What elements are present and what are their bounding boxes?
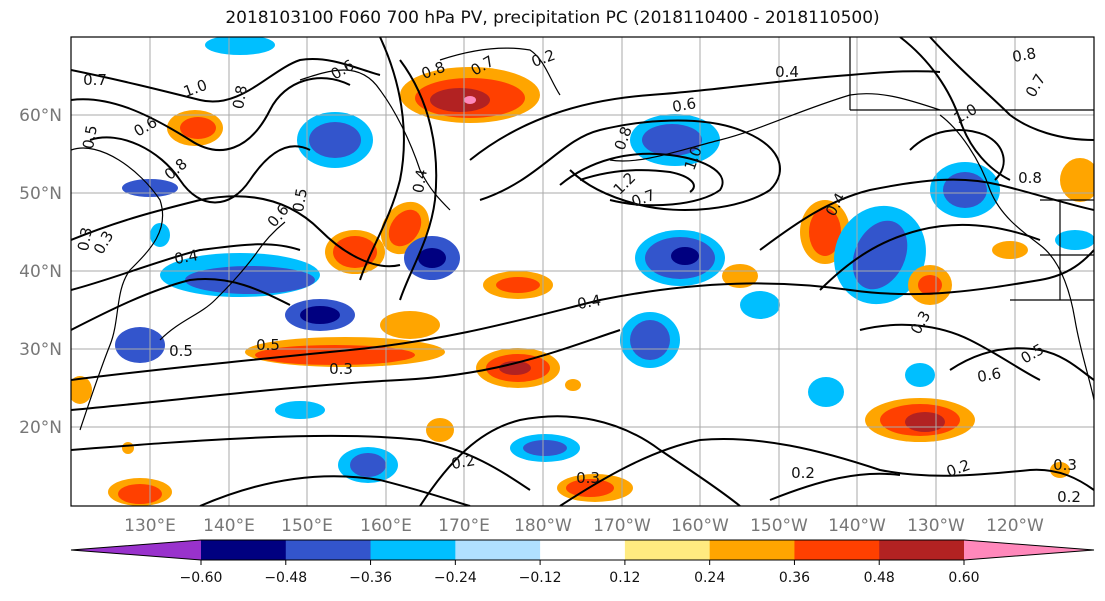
colorbar-tick-label: 0.36 — [779, 570, 810, 586]
map-title: 2018103100 F060 700 hPa PV, precipitatio… — [225, 8, 880, 28]
contour-label: 0.8 — [1018, 169, 1042, 187]
contour-label: 0.6 — [671, 94, 698, 116]
lon-label-170e: 170°E — [438, 516, 490, 536]
lon-label-130w: 130°W — [907, 516, 965, 536]
colorbar-segment — [285, 540, 372, 560]
colorbar-segment — [71, 540, 201, 560]
contour-label: 0.4 — [576, 291, 603, 313]
lat-label-30n: 30°N — [19, 340, 62, 360]
colorbar-segment — [370, 540, 456, 560]
colorbar-tick-label: −0.48 — [264, 570, 307, 586]
lon-label-150e: 150°E — [281, 516, 333, 536]
colorbar-tick-label: −0.12 — [519, 570, 562, 586]
lon-label-160e: 160°E — [360, 516, 412, 536]
lon-label-130e: 130°E — [124, 516, 176, 536]
contour-label: 0.3 — [1053, 456, 1077, 474]
colorbar-segment — [540, 540, 626, 560]
contour-label: 0.6 — [976, 364, 1003, 386]
contour-label: 0.2 — [1057, 488, 1081, 506]
colorbar-tick-label: −0.60 — [180, 570, 223, 586]
lon-label-180w: 180°W — [514, 516, 572, 536]
colorbar-segment — [709, 540, 795, 560]
colorbar-segment — [794, 540, 880, 560]
pv-contours — [71, 37, 1094, 506]
precipitation-anomaly-fields — [71, 37, 1094, 506]
lat-label-50n: 50°N — [19, 184, 62, 204]
contour-label: 0.5 — [169, 342, 193, 360]
lat-label-40n: 40°N — [19, 262, 62, 282]
lon-label-140e: 140°E — [203, 516, 255, 536]
contour-label: 0.5 — [289, 187, 311, 214]
lat-label-60n: 60°N — [19, 106, 62, 126]
colorbar-segment — [964, 540, 1094, 560]
contour-label: 0.2 — [450, 451, 477, 473]
contour-label: 0.2 — [791, 464, 815, 482]
colorbar-tick-label: −0.24 — [434, 570, 477, 586]
latitude-labels: 60°N 50°N 40°N 30°N 20°N — [19, 106, 62, 438]
colorbar-tick-label: −0.36 — [349, 570, 392, 586]
lon-label-150w: 150°W — [750, 516, 808, 536]
colorbar-segment — [624, 540, 711, 560]
contour-label: 0.4 — [173, 246, 200, 268]
lon-label-170w: 170°W — [593, 516, 651, 536]
colorbar-tick-label: 0.24 — [694, 570, 725, 586]
contour-label: 0.8 — [1011, 44, 1038, 66]
coastlines — [71, 37, 1094, 431]
contour-label: 0.3 — [74, 226, 96, 253]
contour-label: 0.4 — [775, 63, 799, 81]
colorbar-segment — [455, 540, 541, 560]
contour-label: 0.5 — [256, 336, 280, 354]
lon-label-120w: 120°W — [986, 516, 1044, 536]
colorbar-tick-label: 0.48 — [864, 570, 895, 586]
lon-label-140w: 140°W — [828, 516, 886, 536]
colorbar-segment — [201, 540, 287, 560]
colorbar: −0.60 −0.48 −0.36 −0.24 −0.12 0.12 0.24 0.36 0.4… — [70, 539, 1095, 586]
colorbar-segment — [879, 540, 965, 560]
lon-label-160w: 160°W — [671, 516, 729, 536]
map-frame — [70, 36, 1095, 507]
contour-label: 0.3 — [329, 360, 353, 378]
colorbar-tick-label: 0.60 — [948, 570, 979, 586]
contour-label: 0.7 — [83, 71, 107, 89]
contour-label: 0.4 — [409, 168, 431, 195]
colorbar-tick-label: 0.12 — [609, 570, 640, 586]
contour-label: 0.3 — [576, 469, 600, 487]
longitude-labels: 130°E 140°E 150°E 160°E 170°E 180°W 170°… — [124, 516, 1044, 536]
contour-label: 0.8 — [229, 84, 251, 111]
lat-label-20n: 20°N — [19, 418, 62, 438]
contour-label: 0.5 — [79, 124, 101, 151]
